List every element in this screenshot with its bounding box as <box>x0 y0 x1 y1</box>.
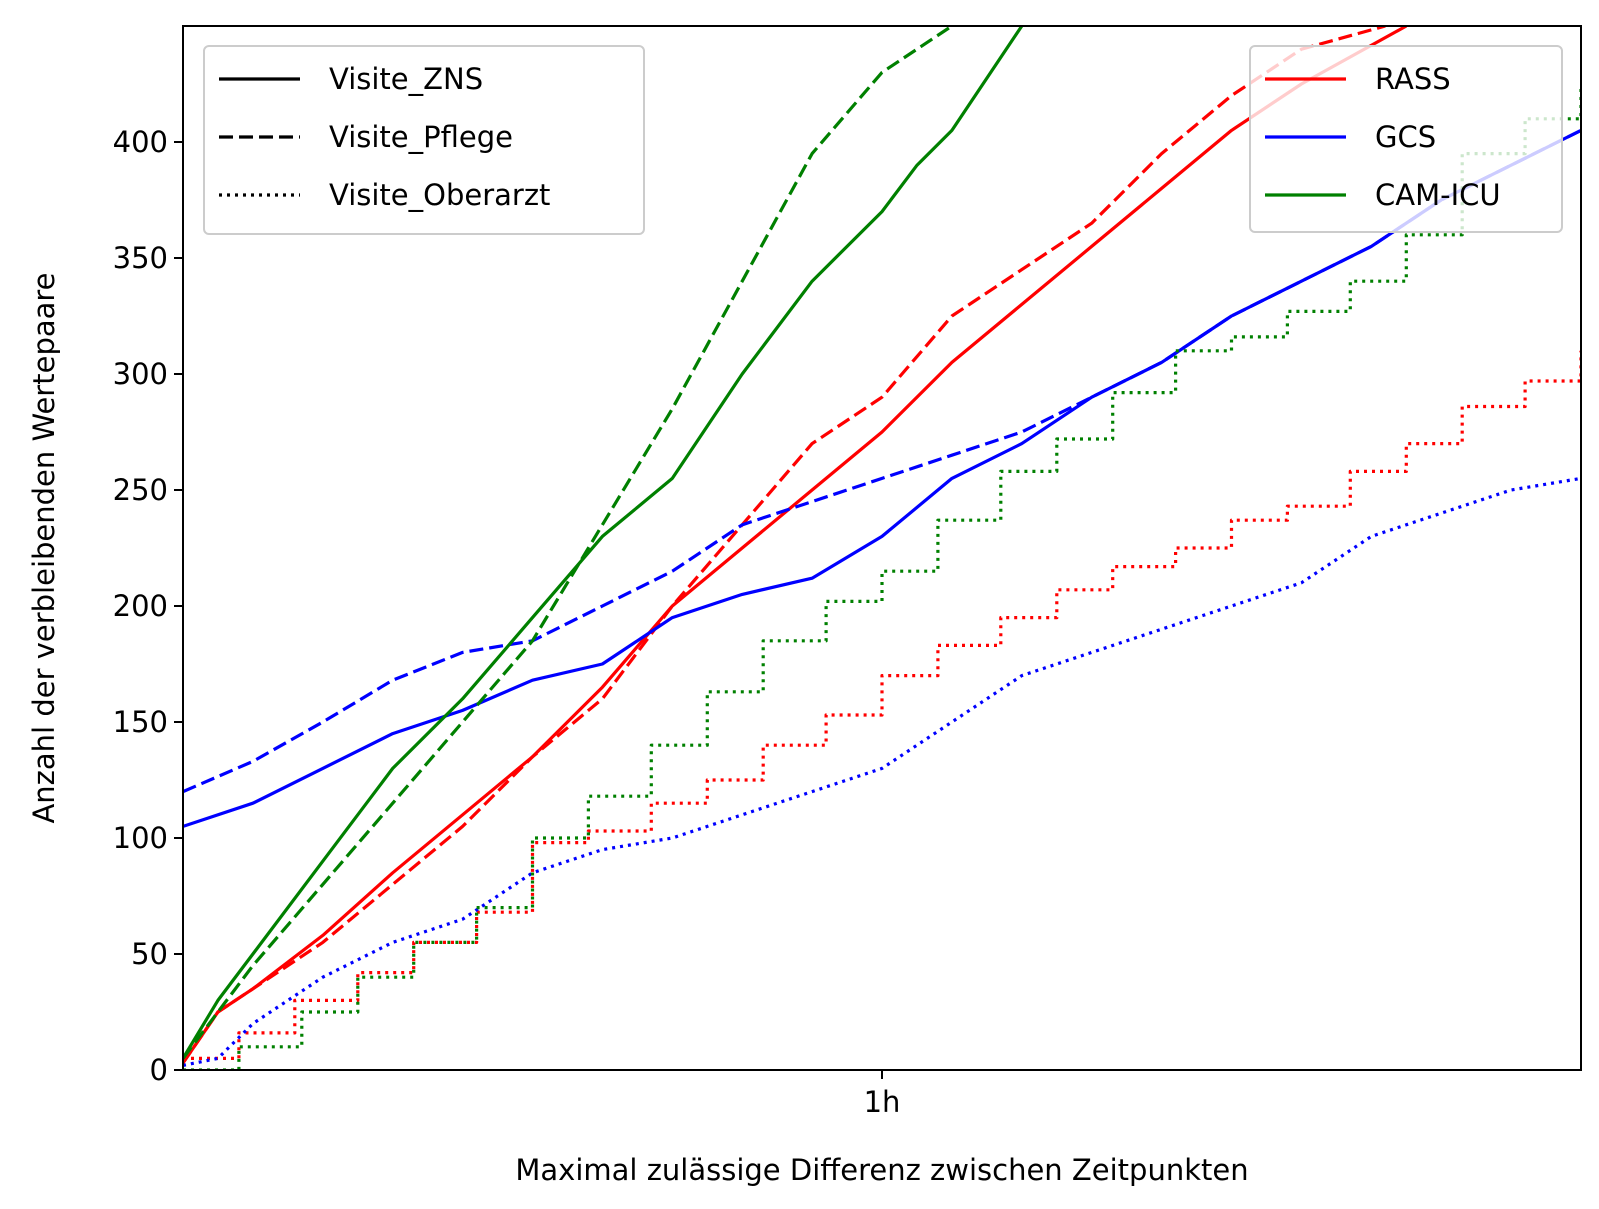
series-layer <box>183 26 1581 1070</box>
color-legend-label: CAM-ICU <box>1375 178 1501 212</box>
x-axis: 1h <box>864 1070 901 1119</box>
y-tick-label: 250 <box>113 473 168 507</box>
color-legend-label: RASS <box>1375 62 1451 96</box>
style-legend: Visite_ZNS Visite_Pflege Visite_Oberarzt <box>203 45 645 235</box>
y-axis: 0 50 100 150 200 250 300 350 400 <box>113 125 183 1087</box>
x-axis-label: Maximal zulässige Differenz zwischen Zei… <box>515 1153 1248 1187</box>
color-legend: RASS GCS CAM-ICU <box>1249 45 1563 233</box>
y-tick-label: 300 <box>113 357 168 391</box>
series-cam-icu-visite-pflege <box>183 26 953 1060</box>
x-tick-label: 1h <box>864 1085 901 1119</box>
series-cam-icu-visite-zns <box>183 26 1024 1060</box>
style-legend-label: Visite_ZNS <box>329 62 483 96</box>
color-legend-box <box>1249 45 1563 233</box>
y-tick-label: 0 <box>150 1053 168 1087</box>
y-tick-label: 200 <box>113 589 168 623</box>
series-rass-visite-oberarzt <box>183 350 1581 1060</box>
y-tick-label: 400 <box>113 125 168 159</box>
series-gcs-visite-pflege <box>183 128 1581 794</box>
y-tick-label: 150 <box>113 705 168 739</box>
style-legend-box <box>203 45 645 235</box>
style-legend-label: Visite_Oberarzt <box>329 178 550 212</box>
y-tick-label: 100 <box>113 821 168 855</box>
series-gcs-visite-oberarzt <box>183 476 1581 1067</box>
y-tick-label: 350 <box>113 241 168 275</box>
style-legend-label: Visite_Pflege <box>329 120 513 154</box>
y-axis-label: Anzahl der verbleibenden Wertepaare <box>27 272 61 823</box>
color-legend-label: GCS <box>1375 120 1436 154</box>
series-rass-visite-zns <box>183 26 1408 1064</box>
y-tick-label: 50 <box>131 937 168 971</box>
